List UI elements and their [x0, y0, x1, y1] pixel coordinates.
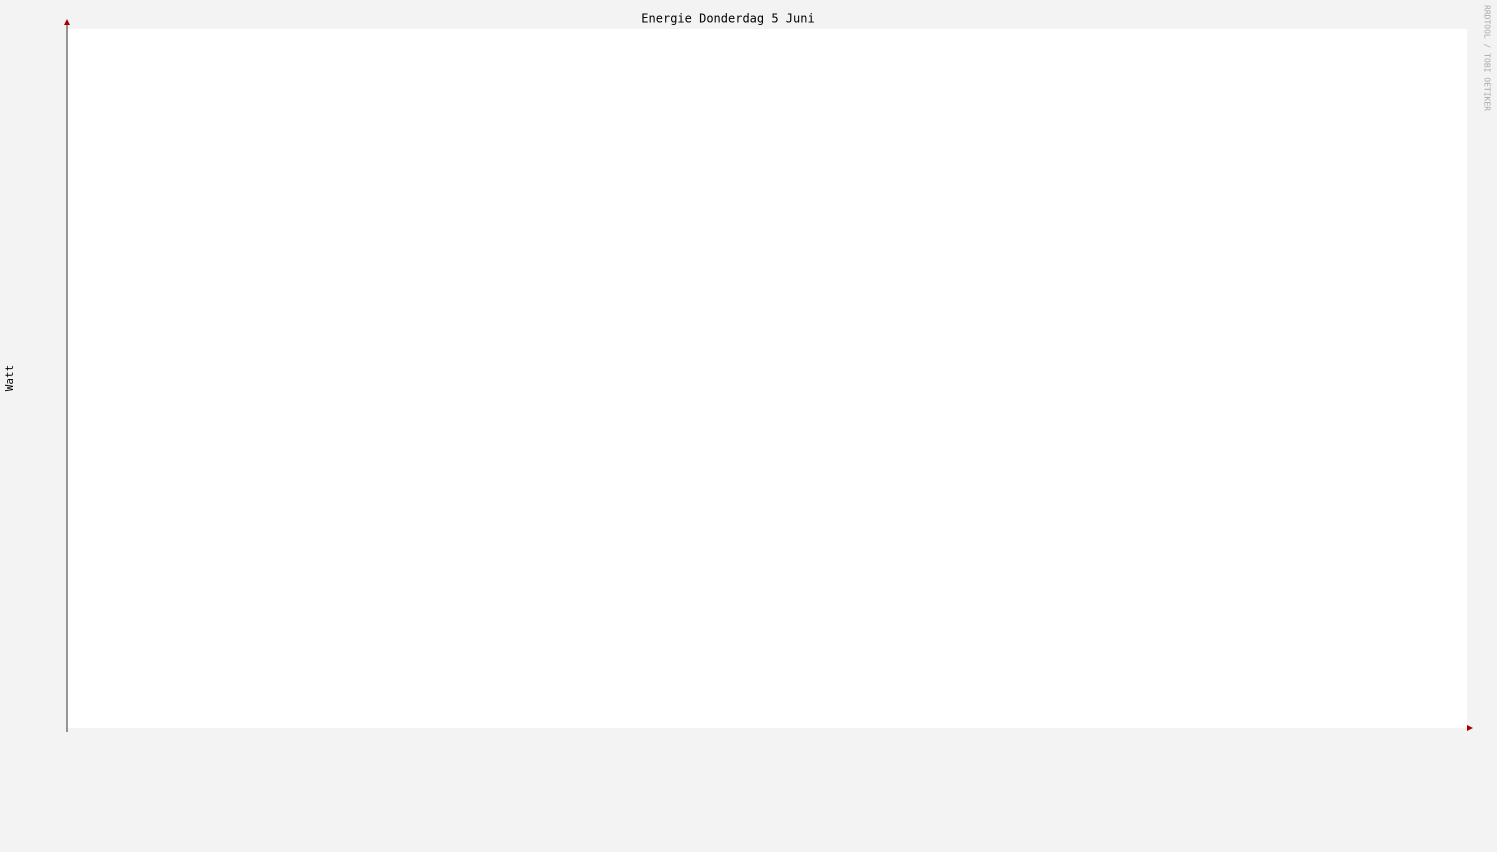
y-axis-label: Watt [3, 365, 16, 392]
plot-area [67, 29, 1467, 728]
axes [64, 19, 1473, 732]
y-axis-arrow [64, 19, 70, 25]
watermark: RRDTOOL / TOBI OETIKER [1483, 5, 1492, 111]
x-axis-arrow [1467, 725, 1473, 731]
chart-title: Energie Donderdag 5 Juni [641, 12, 814, 26]
